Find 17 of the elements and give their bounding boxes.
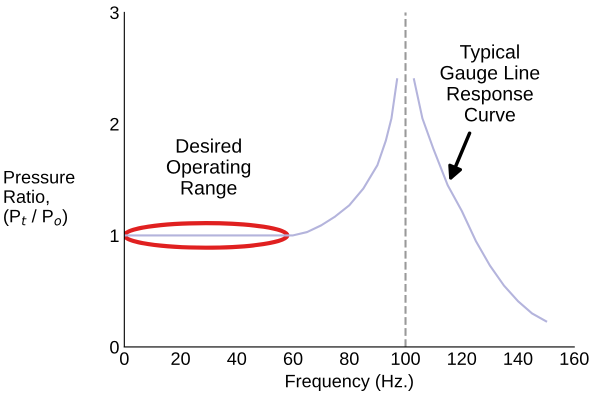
y-tick-label: 3 — [110, 6, 119, 20]
x-axis-title: Frequency (Hz.) — [286, 374, 413, 391]
x-tick-label: 160 — [560, 352, 589, 366]
y-axis-title: Pressure Ratio, (P$_{t}$ / P$_{o}$) — [4, 170, 74, 226]
x-tick-label: 120 — [448, 352, 476, 366]
x-tick-label: 80 — [340, 352, 359, 366]
x-tick-label: 0 — [120, 352, 129, 366]
x-tick-label: 20 — [171, 352, 190, 366]
y-tick-label: 1 — [110, 230, 119, 242]
annotation: Desired Operating Range — [166, 138, 250, 199]
x-tick-label: 60 — [284, 352, 302, 366]
y-tick-label: 2 — [110, 118, 119, 130]
x-tick-label: 100 — [392, 352, 420, 366]
y-tick-label: 0 — [110, 340, 119, 354]
x-tick-label: 40 — [227, 352, 246, 366]
annotation: Typical Gauge Line Response Curve — [440, 44, 540, 122]
x-tick-label: 140 — [504, 352, 532, 366]
